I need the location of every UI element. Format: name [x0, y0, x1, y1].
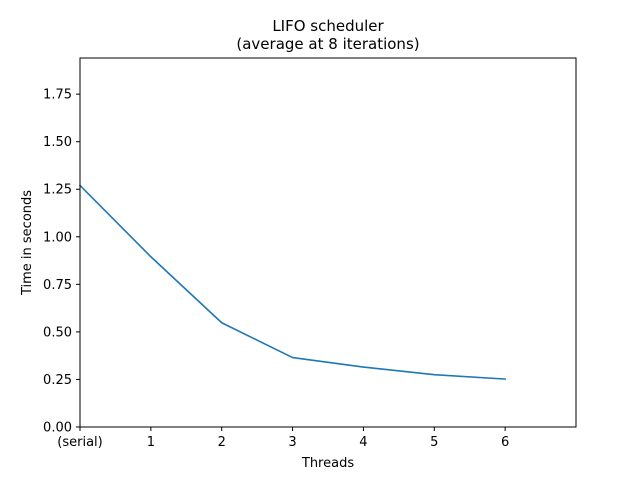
x-tick-label: 2 [218, 435, 226, 450]
y-axis-label: Time in seconds [20, 190, 35, 296]
series-layer [78, 184, 506, 380]
x-tick-label: 6 [501, 435, 509, 450]
y-axis-ticks: 0.00 0.25 0.50 0.75 1.00 1.25 1.50 1.75 [43, 88, 80, 436]
y-tick-label: 1.75 [43, 88, 72, 103]
y-tick-label: 0.00 [43, 421, 72, 436]
x-tick-label: 5 [430, 435, 438, 450]
y-tick-label: 0.25 [43, 373, 72, 388]
x-axis-ticks: (serial) 1 2 3 4 5 6 [57, 427, 509, 450]
x-tick-label: 1 [147, 435, 155, 450]
y-tick-label: 0.50 [43, 325, 72, 340]
chart-title: LIFO scheduler [272, 17, 384, 35]
x-tick-label: 4 [359, 435, 367, 450]
x-tick-label: 3 [288, 435, 296, 450]
y-tick-label: 1.25 [43, 183, 72, 198]
y-tick-label: 1.00 [43, 230, 72, 245]
x-axis-label: Threads [301, 456, 354, 471]
x-tick-label: (serial) [57, 435, 102, 450]
series-line-0 [78, 184, 506, 380]
y-tick-label: 1.50 [43, 135, 72, 150]
plot-area-frame [79, 57, 577, 428]
chart-subtitle: (average at 8 iterations) [236, 35, 419, 53]
y-tick-label: 0.75 [43, 278, 72, 293]
